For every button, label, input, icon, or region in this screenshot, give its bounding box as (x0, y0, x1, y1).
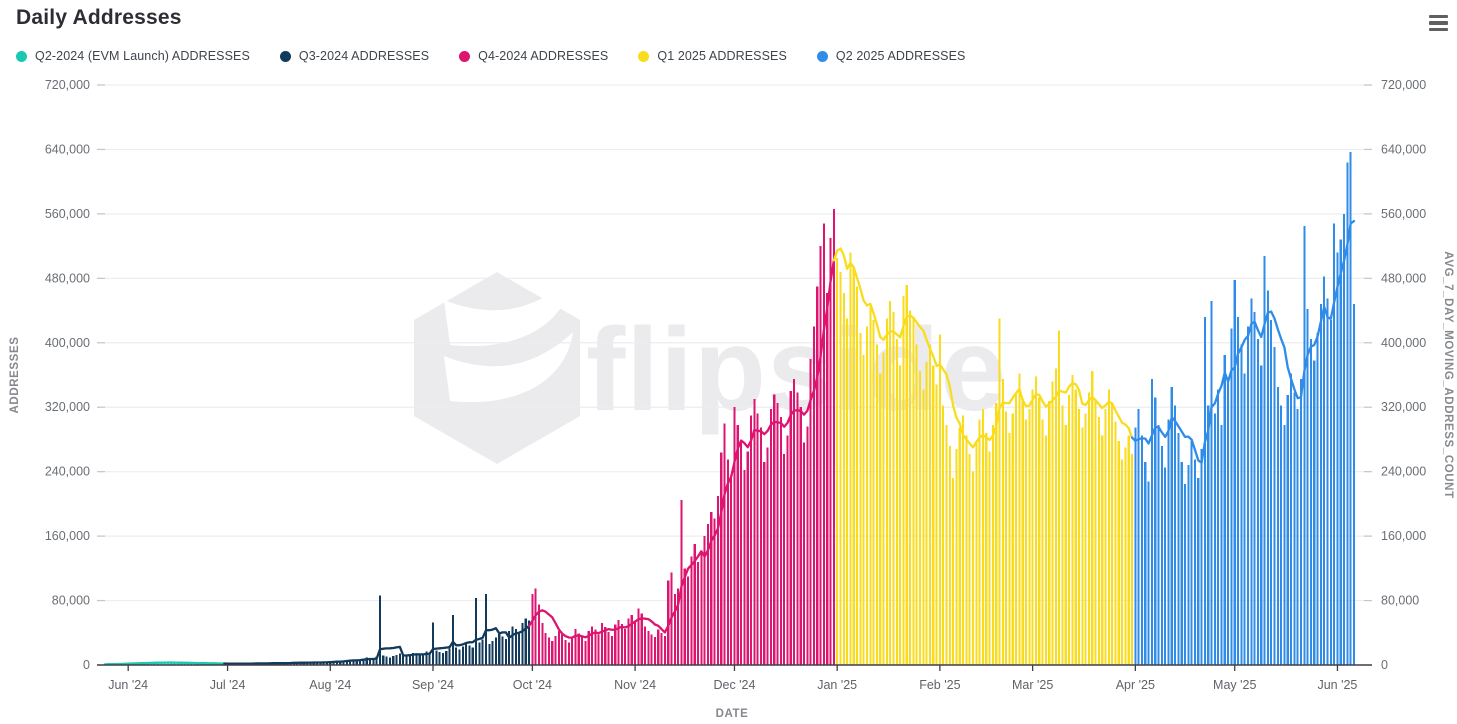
y-axis-title-left: ADDRESSES (9, 337, 21, 414)
svg-text:240,000: 240,000 (1381, 465, 1426, 479)
legend-item-q4-2024[interactable]: Q4-2024 ADDRESSES (459, 49, 608, 63)
legend-label: Q2-2024 (EVM Launch) ADDRESSES (35, 49, 250, 63)
menu-bar (1428, 27, 1448, 32)
svg-text:80,000: 80,000 (52, 594, 90, 608)
y-axis-labels-right: 0 80,000 160,000 240,000 320,000 400,000 480,0… (1381, 78, 1426, 672)
ma-line-q3-2024-addresses (223, 624, 531, 665)
svg-text:480,000: 480,000 (1381, 271, 1426, 285)
svg-text:May '25: May '25 (1213, 678, 1256, 692)
svg-text:Dec '24: Dec '24 (713, 678, 755, 692)
svg-text:240,000: 240,000 (45, 465, 90, 479)
svg-text:0: 0 (1381, 658, 1388, 672)
svg-text:320,000: 320,000 (1381, 400, 1426, 414)
menu-bar (1428, 14, 1448, 19)
y-axis-title-right: AVG_7_DAY_MOVING_ADDRESS_COUNT (1442, 251, 1454, 498)
svg-text:Jun '24: Jun '24 (108, 678, 148, 692)
svg-text:560,000: 560,000 (1381, 207, 1426, 221)
legend-label: Q3-2024 ADDRESSES (298, 49, 430, 63)
svg-text:Aug '24: Aug '24 (309, 678, 351, 692)
legend-dot-q4-2024 (459, 50, 471, 62)
svg-text:Apr '25: Apr '25 (1116, 678, 1155, 692)
svg-text:160,000: 160,000 (1381, 529, 1426, 543)
legend-label: Q2 2025 ADDRESSES (835, 49, 966, 63)
moving-average-lines (103, 219, 1356, 666)
svg-text:Oct '24: Oct '24 (513, 678, 552, 692)
legend-label: Q1 2025 ADDRESSES (657, 49, 787, 63)
ma-line-q2-2025-addresses (1130, 219, 1356, 464)
hamburger-menu-icon[interactable] (1426, 11, 1450, 35)
y-axis-labels-left: 0 80,000 160,000 240,000 320,000 400,000 480,0… (45, 78, 90, 672)
bars-q4-2024-addresses[interactable] (531, 209, 835, 666)
legend-item-q3-2024[interactable]: Q3-2024 ADDRESSES (279, 49, 430, 63)
menu-bar (1428, 21, 1448, 25)
x-axis-labels: Jun '24 Jul '24 Aug '24 Sep '24 Oct '24 Nov '… (108, 678, 1357, 692)
legend-item-q2-2025[interactable]: Q2 2025 ADDRESSES (816, 49, 966, 63)
svg-text:640,000: 640,000 (45, 142, 90, 156)
svg-text:640,000: 640,000 (1381, 142, 1426, 156)
svg-text:80,000: 80,000 (1381, 594, 1419, 608)
svg-text:Jan '25: Jan '25 (817, 678, 857, 692)
svg-text:Feb '25: Feb '25 (919, 678, 960, 692)
page-title: Daily Addresses (16, 6, 182, 29)
svg-text:400,000: 400,000 (1381, 336, 1426, 350)
svg-text:720,000: 720,000 (45, 78, 90, 92)
chart-legend: Q2-2024 (EVM Launch) ADDRESSES Q3-2024 A… (16, 49, 965, 63)
svg-text:Jun '25: Jun '25 (1317, 678, 1357, 692)
svg-text:320,000: 320,000 (45, 400, 90, 414)
svg-text:160,000: 160,000 (45, 529, 90, 543)
legend-item-q1-2025[interactable]: Q1 2025 ADDRESSES (638, 49, 787, 63)
svg-text:Nov '24: Nov '24 (614, 678, 656, 692)
legend-dot-q3-2024 (279, 50, 291, 62)
svg-text:Jul '24: Jul '24 (210, 678, 246, 692)
legend-label: Q4-2024 ADDRESSES (478, 49, 609, 63)
svg-text:720,000: 720,000 (1381, 78, 1426, 92)
x-axis-title: DATE (716, 708, 749, 720)
bars-q1-2025-addresses[interactable] (836, 252, 1134, 665)
legend-dot-q2-2024 (16, 50, 27, 62)
svg-text:560,000: 560,000 (45, 207, 90, 221)
ma-line-q1-2025-addresses (832, 247, 1134, 449)
svg-text:Mar '25: Mar '25 (1012, 678, 1053, 692)
flipside-watermark: flipside (414, 272, 1006, 464)
bars-q2-2025-addresses[interactable] (1134, 151, 1356, 666)
svg-text:Sep '24: Sep '24 (412, 678, 454, 692)
x-axis (97, 664, 1372, 671)
svg-text:0: 0 (83, 658, 90, 672)
svg-text:400,000: 400,000 (45, 336, 90, 350)
svg-text:480,000: 480,000 (45, 271, 90, 285)
ma-line-q4-2024-addresses (527, 259, 836, 639)
daily-bars[interactable] (103, 151, 1356, 666)
ma-line-q2-2024-evm-launch-addresses (103, 661, 226, 666)
legend-item-q2-2024[interactable]: Q2-2024 (EVM Launch) ADDRESSES (16, 49, 250, 63)
legend-dot-q2-2025 (816, 50, 828, 62)
legend-dot-q1-2025 (638, 50, 650, 62)
